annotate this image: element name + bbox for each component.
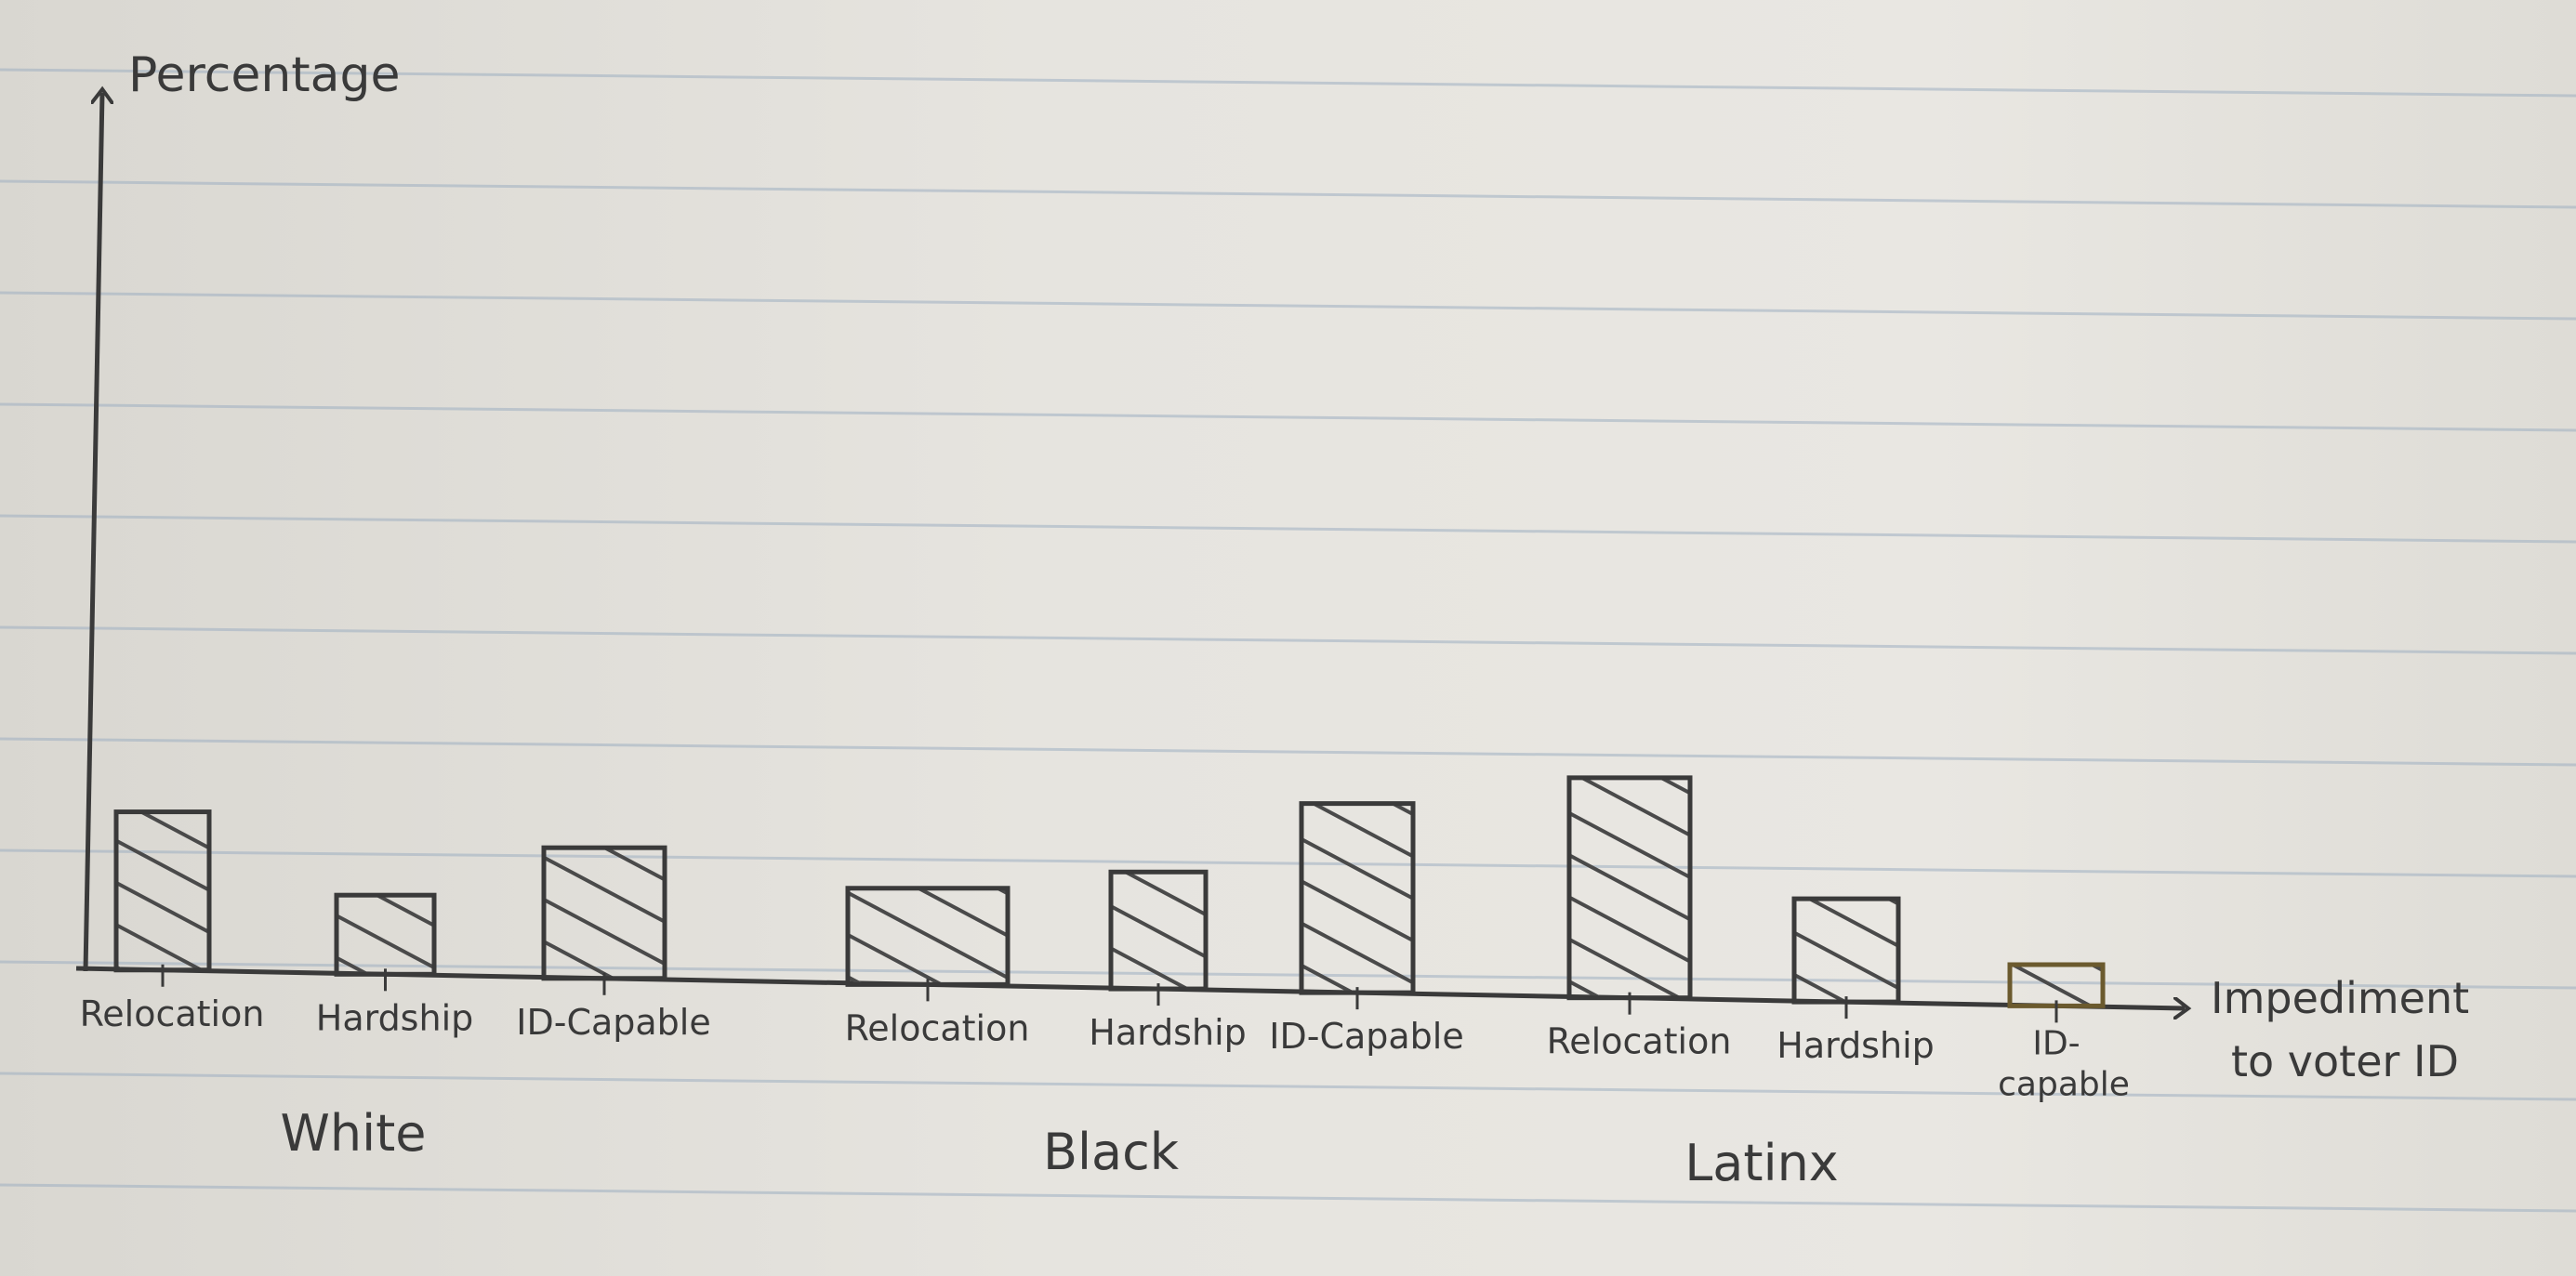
ruled-line [0, 848, 2576, 878]
bar-white-relocation [113, 809, 212, 973]
bar-label: capable [1998, 1065, 2130, 1103]
bar-white-hardship [334, 892, 437, 977]
bar-series [113, 775, 2106, 1023]
bar-label: ID- [2032, 1024, 2080, 1062]
group-label-white: White [280, 1104, 426, 1163]
bar-white-id-capable [541, 845, 667, 981]
bar-latinx-relocation [1566, 775, 1693, 1001]
notebook-ruled-lines [0, 68, 2576, 1213]
ruled-line [0, 737, 2576, 767]
bar-label: Hardship [316, 997, 474, 1038]
ruled-line [0, 514, 2576, 544]
ruled-line [0, 402, 2576, 432]
bar-label: Hardship [1089, 1012, 1247, 1053]
bar-black-relocation [845, 886, 1011, 987]
ruled-line [0, 1072, 2576, 1101]
x-axis-label-line-1: Impediment [2211, 973, 2469, 1023]
bar-label: ID-Capable [516, 1002, 710, 1043]
ruled-line [0, 1183, 2576, 1213]
bar-label: Hardship [1777, 1025, 1935, 1066]
group-label-latinx: Latinx [1684, 1134, 1839, 1192]
y-axis-label: Percentage [128, 47, 401, 103]
ruled-line [0, 68, 2576, 98]
ruled-line [0, 291, 2576, 321]
bar-label: Relocation [845, 1007, 1030, 1048]
bar-category-labels: Relocation Hardship ID-Capable Relocation Ha… [80, 993, 2130, 1104]
y-axis [83, 93, 102, 972]
bar-label: Relocation [80, 993, 265, 1034]
ruled-line [0, 625, 2576, 655]
ruled-line [0, 179, 2576, 209]
x-axis-label: Impediment to voter ID [2211, 973, 2469, 1086]
bar-label: ID-Capable [1269, 1016, 1463, 1057]
bar-latinx-id-capable [2007, 962, 2106, 1008]
group-labels: White Black Latinx [280, 1104, 1838, 1192]
bar-black-hardship [1108, 869, 1209, 992]
bar-latinx-hardship [1791, 896, 1901, 1005]
bar-label: Relocation [1547, 1021, 1732, 1062]
group-label-black: Black [1043, 1123, 1180, 1181]
x-axis-label-line-2: to voter ID [2231, 1036, 2459, 1086]
bar-black-id-capable [1299, 801, 1416, 995]
